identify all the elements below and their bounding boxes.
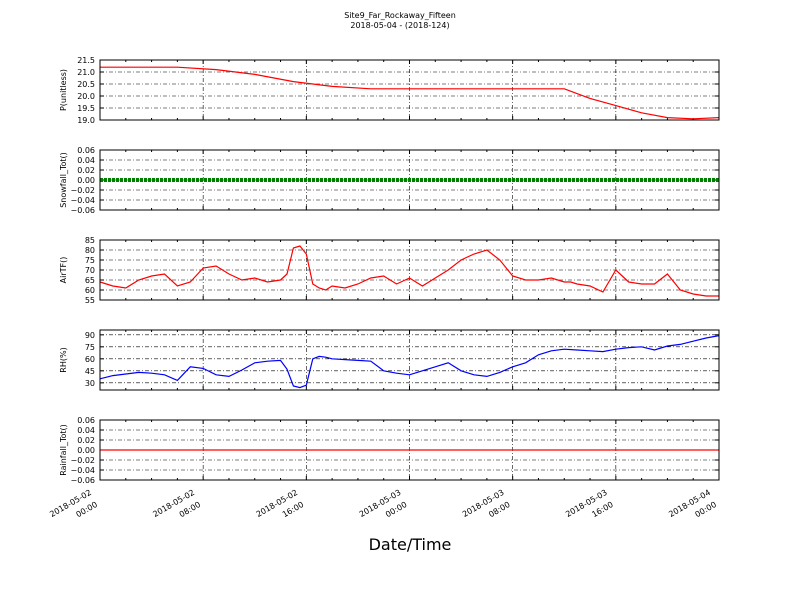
snowfall-axes-frame <box>99 149 720 211</box>
y-tick-label: 60 <box>85 286 95 295</box>
y-tick-label: 0.00 <box>77 446 95 455</box>
y-tick-label: 0.02 <box>77 166 95 175</box>
pressure-panel: 21.5 21.0 20.5 20.0 19.5 19.0 P(unitless) <box>59 56 720 125</box>
y-tick-label: 80 <box>85 246 95 255</box>
y-tick-label: −0.04 <box>70 466 95 475</box>
y-tick-label: 45 <box>85 367 95 376</box>
pressure-y-axis-label: P(unitless) <box>59 69 68 111</box>
snowfall-panel: 0.060.040.020.00−0.02−0.04−0.06Snowfall_… <box>59 146 720 215</box>
snowfall-y-axis-label: Snowfall_Tot() <box>59 152 68 208</box>
y-tick-label: 60 <box>85 355 95 364</box>
y-tick-label: 20.0 <box>77 92 95 101</box>
y-tick-label: 19.5 <box>77 104 95 113</box>
y-tick-label: 0.00 <box>77 176 95 185</box>
y-tick-label: 65 <box>85 276 95 285</box>
y-tick-label: 70 <box>85 266 95 275</box>
y-tick-label: 0.06 <box>77 146 95 155</box>
chart-title: Site9_Far_Rockaway_Fifteen <box>344 11 456 20</box>
y-tick-label: 0.02 <box>77 436 95 445</box>
air-temp-axes-frame <box>99 239 720 301</box>
y-tick-label: 21.5 <box>77 56 95 65</box>
x-axis-label: Date/Time <box>369 535 452 554</box>
y-tick-label: 30 <box>85 379 95 388</box>
y-tick-label: −0.02 <box>70 456 95 465</box>
y-tick-label: −0.06 <box>70 476 95 485</box>
y-tick-label: 0.06 <box>77 416 95 425</box>
rh-y-axis-label: RH(%) <box>59 347 68 372</box>
y-tick-label: 90 <box>85 331 95 340</box>
rh-series-line <box>99 335 720 389</box>
y-tick-label: 0.04 <box>77 426 95 435</box>
y-tick-label: 20.5 <box>77 80 95 89</box>
y-tick-label: 21.0 <box>77 68 95 77</box>
y-tick-label: −0.04 <box>70 196 95 205</box>
y-tick-label: 75 <box>85 256 95 265</box>
rh-axes-frame <box>99 329 720 391</box>
rainfall-y-axis-label: Rainfall_Tot() <box>59 424 68 476</box>
air-temp-series-line <box>99 245 719 297</box>
chart-subtitle: 2018-05-04 - (2018-124) <box>350 21 450 30</box>
air-temp-y-axis-label: AirTF() <box>59 257 68 284</box>
pressure-series-line <box>100 66 720 120</box>
rh-panel: 90 75 60 45 30 RH(%) <box>59 329 720 391</box>
y-tick-label: −0.06 <box>70 206 95 215</box>
rainfall-panel: 0.060.040.020.00−0.02−0.04−0.06Rainfall_… <box>59 416 720 485</box>
pressure-axes-frame <box>99 59 720 121</box>
y-tick-label: −0.02 <box>70 186 95 195</box>
y-tick-label: 19.0 <box>77 116 95 125</box>
rainfall-axes-frame <box>99 419 720 481</box>
y-tick-label: 85 <box>85 236 95 245</box>
y-tick-label: 55 <box>85 296 95 305</box>
y-tick-label: 0.04 <box>77 156 95 165</box>
y-tick-label: 75 <box>85 343 95 352</box>
